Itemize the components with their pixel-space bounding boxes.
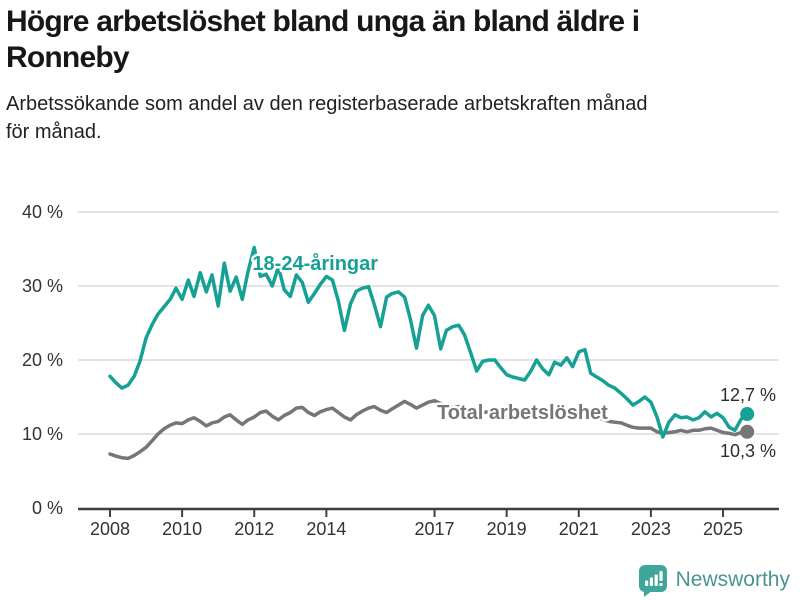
- x-tick-label-2010: 2010: [162, 519, 202, 539]
- x-tick-label-2008: 2008: [90, 519, 130, 539]
- x-tick-label-2025: 2025: [703, 519, 743, 539]
- y-tick-label-0: 0 %: [32, 498, 63, 518]
- x-tick-label-2012: 2012: [234, 519, 274, 539]
- series-line-youth: [108, 245, 749, 439]
- series-label-total: Total arbetslöshet: [437, 402, 608, 424]
- subtitle-line-1: Arbetssökande som andel av den registerb…: [6, 93, 648, 115]
- series-end-dot-youth: [740, 407, 755, 422]
- brand-footer: Newsworthy: [638, 562, 790, 598]
- subtitle-line-2: för månad.: [6, 121, 102, 143]
- series-line-total: [108, 398, 749, 461]
- title-line-2: Ronneby: [6, 41, 130, 74]
- series-end-value-youth: 12,7 %: [720, 385, 776, 405]
- brand-name: Newsworthy: [675, 568, 790, 591]
- y-tick-label-10: 10 %: [22, 424, 63, 444]
- title-line-1: Högre arbetslöshet bland unga än bland ä…: [6, 5, 640, 38]
- newsworthy-logo-icon: [638, 564, 667, 597]
- series-label-youth: 18-24-åringar: [252, 252, 378, 275]
- series-end-value-total: 10,3 %: [720, 441, 776, 461]
- series-end-dot-total: [740, 424, 755, 439]
- x-tick-label-2019: 2019: [487, 519, 527, 539]
- x-tick-label-2023: 2023: [631, 519, 671, 539]
- page-title: Högre arbetslöshet bland unga än bland ä…: [6, 4, 794, 76]
- line-chart: 0 % 10 % 20 % 30 % 40 % 2008 2010 2012 2014 2017 2…: [22, 202, 779, 539]
- y-tick-label-40: 40 %: [22, 202, 63, 222]
- x-tick-label-2014: 2014: [306, 519, 346, 539]
- x-tick-label-2017: 2017: [415, 519, 455, 539]
- y-tick-label-30: 30 %: [22, 276, 63, 296]
- chart-header: Högre arbetslöshet bland unga än bland ä…: [6, 4, 794, 146]
- x-tick-label-2021: 2021: [559, 519, 599, 539]
- chart-subtitle: Arbetssökande som andel av den registerb…: [6, 90, 794, 146]
- y-tick-label-20: 20 %: [22, 350, 63, 370]
